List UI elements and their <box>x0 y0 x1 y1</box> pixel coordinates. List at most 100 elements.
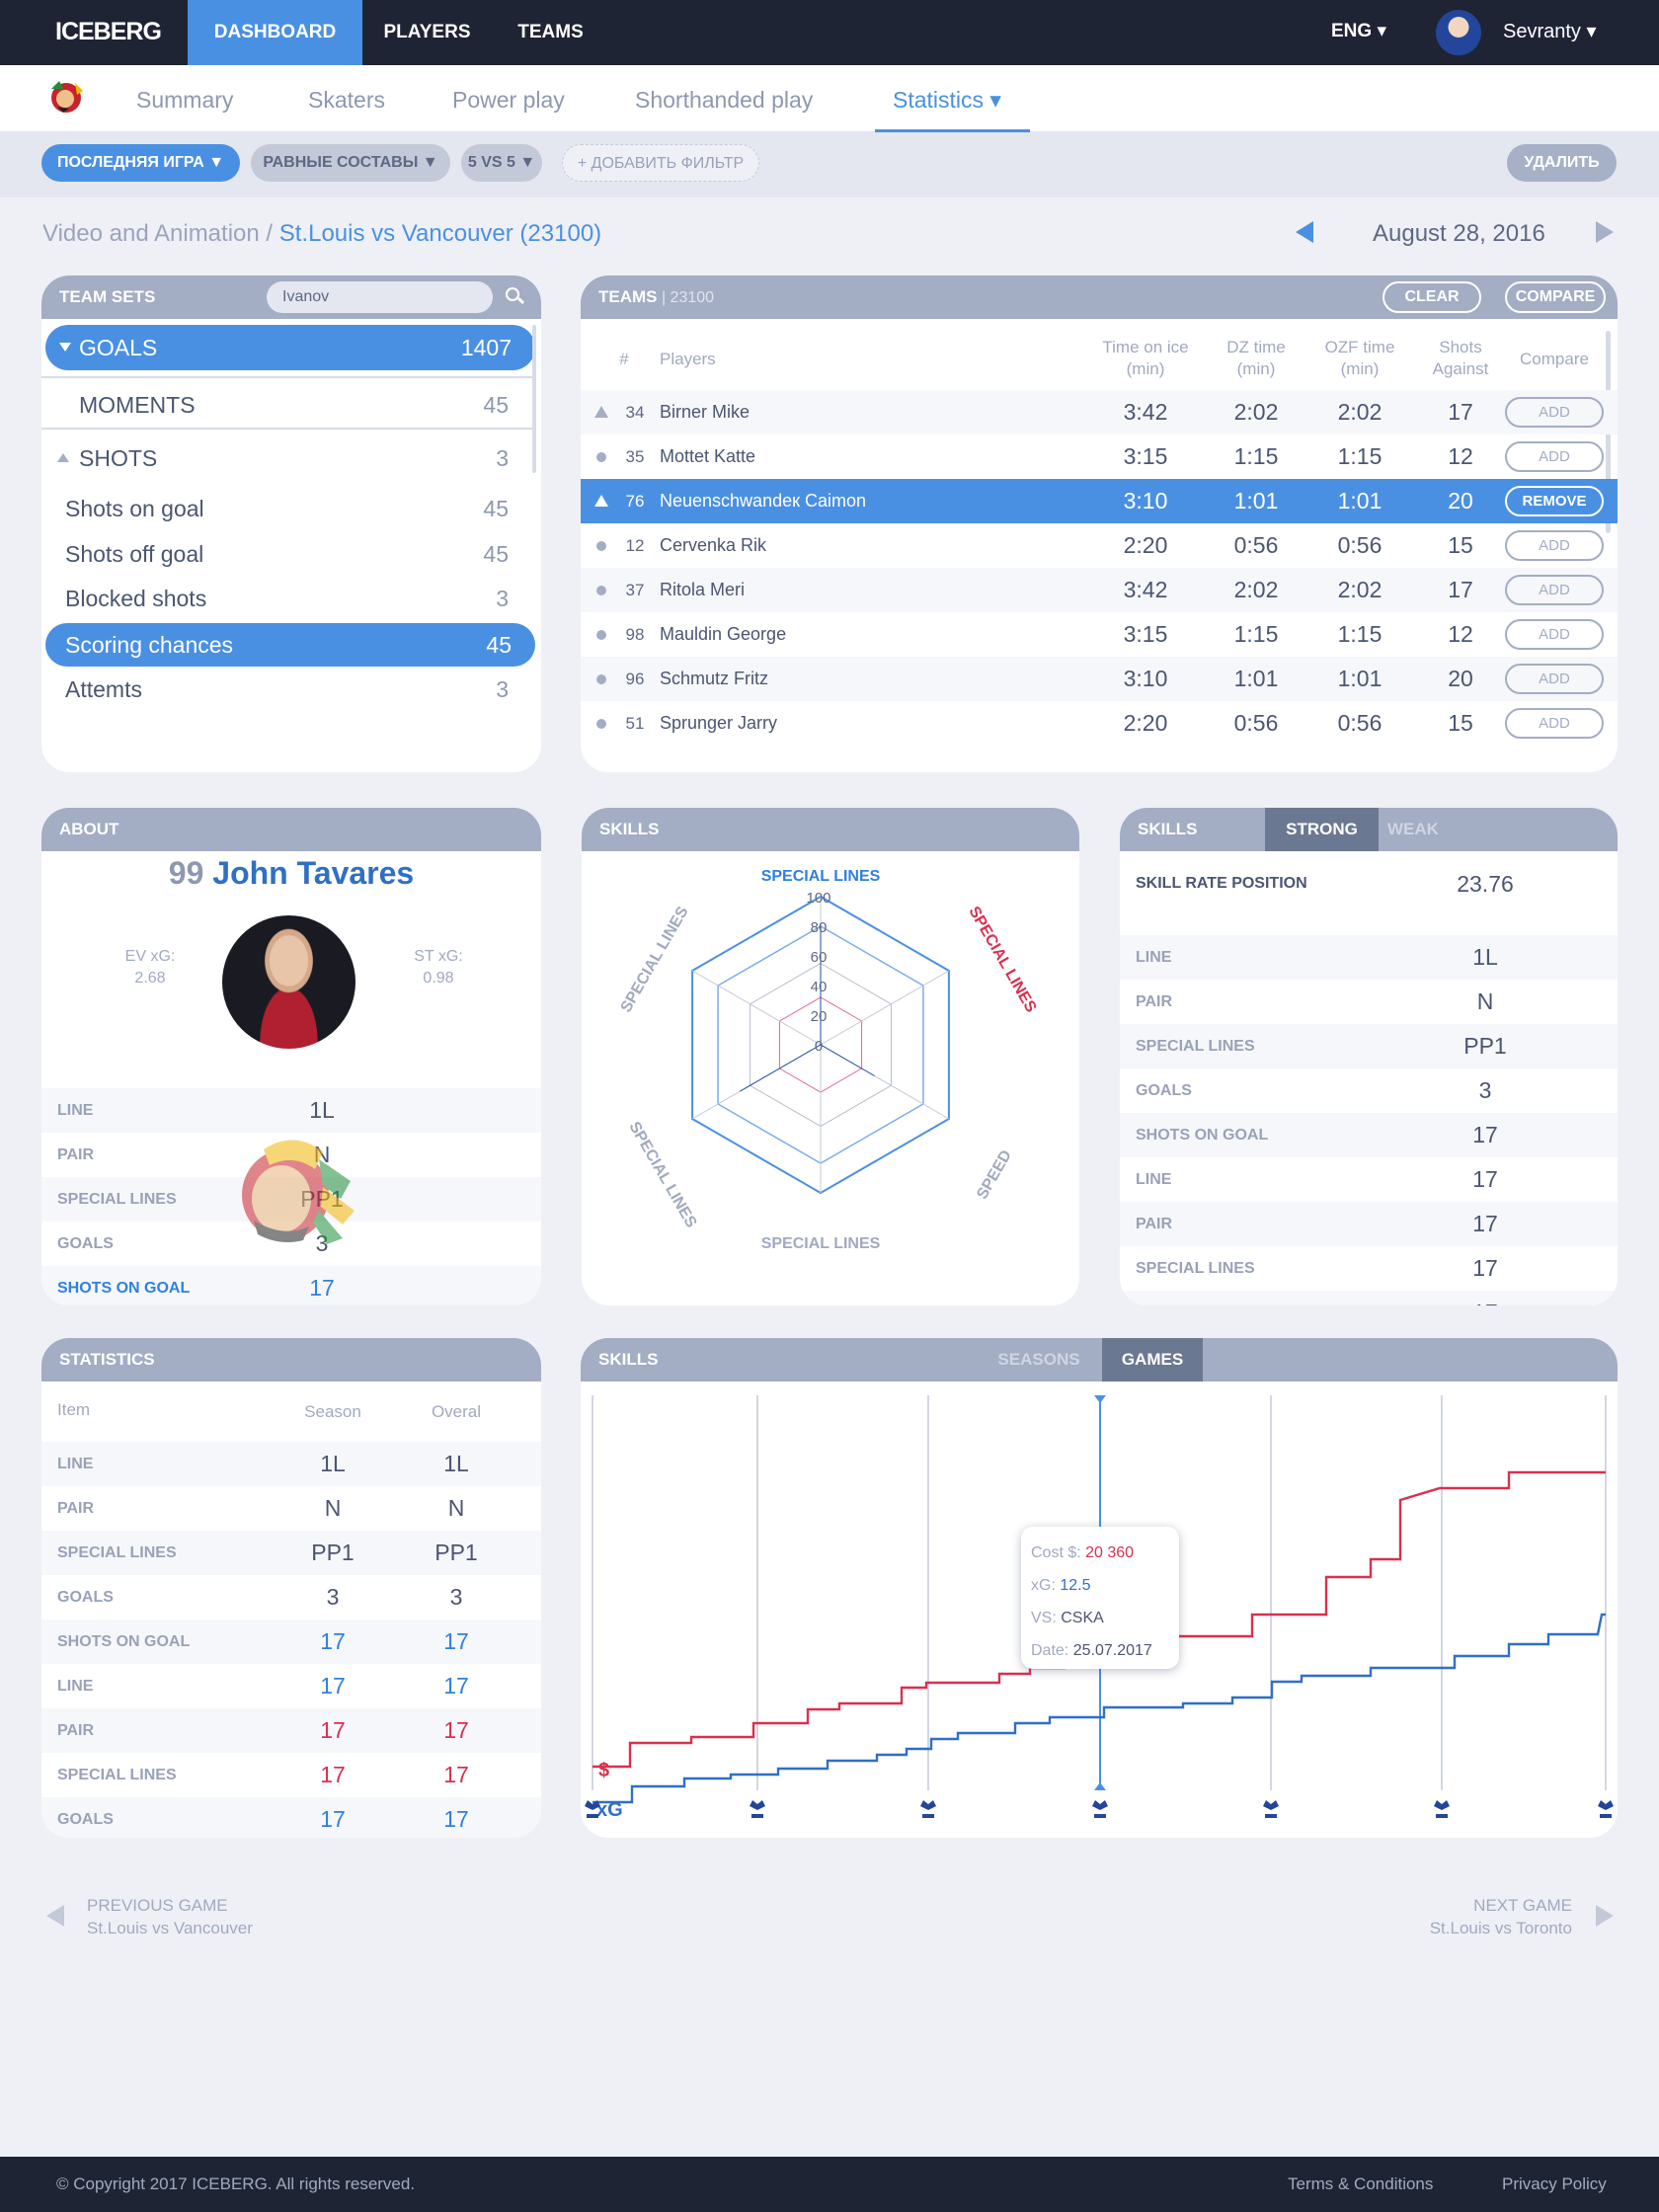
col-number: # <box>619 350 629 368</box>
terms-link[interactable]: Terms & Conditions <box>1288 2174 1434 2193</box>
add-button[interactable]: ADD <box>1505 575 1604 605</box>
filter-even-strength[interactable]: РАВНЫЕ СОСТАВЫ ▼ <box>251 144 450 182</box>
table-row[interactable]: 76 Neuenschwandeк Caimon 3:10 1:01 1:01 20 REM… <box>581 479 1618 523</box>
st-xg-label: ST xG: <box>414 948 463 965</box>
next-game-arrow-icon[interactable] <box>1596 1905 1614 1927</box>
table-row[interactable]: 34 Birner Mike 3:42 2:02 2:02 17 ADD <box>581 390 1618 434</box>
player-toi: 3:10 <box>1123 666 1168 691</box>
tab-power-play[interactable]: Power play <box>452 87 565 113</box>
next-game-match: St.Louis vs Toronto <box>1429 1919 1572 1937</box>
tooltip-cost: Cost $: 20 360 <box>1031 1537 1169 1569</box>
delete-filters-button[interactable]: УДАЛИТЬ <box>1507 144 1617 182</box>
compare-button[interactable]: COMPARE <box>1505 281 1606 313</box>
next-game-link[interactable]: NEXT GAME St.Louis vs Toronto <box>1323 1894 1572 1939</box>
set-scoring-chances[interactable]: Scoring chances 45 <box>45 623 535 667</box>
tab-summary[interactable]: Summary <box>136 87 234 113</box>
set-blocked-shots[interactable]: Blocked shots 3 <box>41 577 532 620</box>
set-item-count: 45 <box>483 541 509 567</box>
breadcrumb-separator: / <box>259 220 279 247</box>
table-row[interactable]: 35 Mottet Katte 3:15 1:15 1:15 12 ADD <box>581 434 1618 479</box>
player-toi: 3:15 <box>1123 621 1168 647</box>
about-stat-row: LINE 1L <box>41 1088 541 1133</box>
table-row[interactable]: 98 Mauldin George 3:15 1:15 1:15 12 ADD <box>581 612 1618 657</box>
add-button[interactable]: ADD <box>1505 397 1604 428</box>
player-number: 37 <box>625 581 645 599</box>
add-filter-button[interactable]: + ДОБАВИТЬ ФИЛЬТР <box>562 144 759 182</box>
tab-skaters[interactable]: Skaters <box>308 87 385 113</box>
set-shots-on-goal[interactable]: Shots on goal 45 <box>41 487 532 530</box>
tab-shorthanded-play[interactable]: Shorthanded play <box>635 87 814 113</box>
tooltip-xg-value: 12.5 <box>1060 1577 1091 1594</box>
row-marker-dot-icon <box>596 541 606 551</box>
set-goals[interactable]: GOALS 1407 <box>45 325 535 370</box>
player-number: 34 <box>625 403 645 422</box>
skill-value: 17 <box>1472 1211 1498 1236</box>
prev-game-label: PREVIOUS GAME <box>87 1896 228 1915</box>
set-attempts[interactable]: Attemts 3 <box>41 668 532 711</box>
user-menu[interactable]: Sevranty ▾ <box>1503 21 1597 42</box>
set-shots[interactable]: SHOTS 3 <box>41 432 532 485</box>
prev-game-link[interactable]: PREVIOUS GAME St.Louis vs Vancouver <box>87 1894 253 1939</box>
set-shots-off-goal[interactable]: Shots off goal 45 <box>41 532 532 576</box>
table-row[interactable]: 12 Cervenka Rik 2:20 0:56 0:56 15 ADD <box>581 523 1618 568</box>
breadcrumb-section[interactable]: Video and Animation <box>42 220 260 247</box>
caret-up-icon <box>57 453 69 462</box>
filter-5v5[interactable]: 5 VS 5 ▼ <box>461 144 542 182</box>
tab-statistics[interactable]: Statistics ▾ <box>893 87 1001 113</box>
tooltip-vs-value: CSKA <box>1061 1610 1104 1626</box>
tab-weak[interactable]: WEAK <box>1387 820 1439 838</box>
player-name: Birner Mike <box>660 402 750 422</box>
add-button[interactable]: ADD <box>1505 664 1604 694</box>
add-button[interactable]: ADD <box>1505 530 1604 561</box>
language-select[interactable]: ENG ▾ <box>1331 21 1386 41</box>
statistics-row: PAIR N N <box>41 1486 541 1531</box>
set-item-label: Scoring chances <box>65 632 234 658</box>
player-toi: 3:42 <box>1123 399 1168 425</box>
copyright: © Copyright 2017 ICEBERG. All rights res… <box>56 2174 416 2193</box>
clear-button[interactable]: CLEAR <box>1382 281 1481 313</box>
team-sets-scrollbar[interactable] <box>532 325 536 473</box>
nav-players[interactable]: PLAYERS <box>383 22 471 42</box>
stat-label: SPECIAL LINES <box>57 1767 177 1783</box>
set-moments[interactable]: MOMENTS 45 <box>41 376 532 430</box>
player-ozf: 1:01 <box>1337 488 1382 514</box>
stat-overall: 1L <box>443 1451 469 1476</box>
filter-last-game[interactable]: ПОСЛЕДНЯЯ ИГРА ▼ <box>41 144 240 182</box>
remove-button[interactable]: REMOVE <box>1505 486 1604 516</box>
team-sets-search-input[interactable]: Ivanov <box>267 281 493 313</box>
table-row[interactable]: 37 Ritola Meri 3:42 2:02 2:02 17 ADD <box>581 568 1618 612</box>
games-line-chart[interactable]: $ xG <box>581 1382 1618 1838</box>
nav-teams[interactable]: TEAMS <box>517 22 584 42</box>
player-number: 98 <box>625 625 645 644</box>
add-button[interactable]: ADD <box>1505 708 1604 739</box>
set-item-count: 45 <box>483 496 509 521</box>
games-chart-panel: SKILLS SEASONS GAMES $ xG Cost $: 20 360 … <box>581 1338 1618 1838</box>
prev-game-arrow-icon[interactable] <box>46 1905 64 1927</box>
tab-seasons[interactable]: SEASONS <box>997 1350 1080 1369</box>
app-logo[interactable]: ICEBERG <box>55 18 162 45</box>
active-tab-indicator <box>875 129 1030 132</box>
stat-overall: 3 <box>449 1584 463 1610</box>
table-row[interactable]: 96 Schmutz Fritz 3:10 1:01 1:01 20 ADD <box>581 657 1618 701</box>
add-button[interactable]: ADD <box>1505 619 1604 650</box>
search-icon[interactable] <box>506 287 519 301</box>
stat-overall: 17 <box>443 1673 469 1698</box>
tooltip-vs-label: VS: <box>1031 1610 1057 1626</box>
tab-strong[interactable]: STRONG <box>1265 808 1379 851</box>
table-row[interactable]: 51 Sprunger Jarry 2:20 0:56 0:56 15 ADD <box>581 701 1618 746</box>
add-button[interactable]: ADD <box>1505 441 1604 472</box>
date-next-arrow-icon[interactable] <box>1596 221 1614 243</box>
privacy-link[interactable]: Privacy Policy <box>1502 2174 1607 2193</box>
player-ozf: 1:01 <box>1337 666 1382 691</box>
team-leaf-icon <box>750 1800 765 1818</box>
nav-dashboard[interactable]: DASHBOARD <box>188 0 362 65</box>
stat-overall: N <box>447 1495 465 1521</box>
team-leaf-icon <box>585 1800 600 1818</box>
user-avatar[interactable] <box>1436 10 1481 55</box>
statistics-row: LINE 17 17 <box>41 1664 541 1708</box>
row-marker-dot-icon <box>596 630 606 640</box>
tooltip-date-label: Date: <box>1031 1642 1069 1659</box>
tab-games[interactable]: GAMES <box>1102 1338 1203 1382</box>
player-photo <box>222 915 356 1049</box>
date-prev-arrow-icon[interactable] <box>1296 221 1313 243</box>
